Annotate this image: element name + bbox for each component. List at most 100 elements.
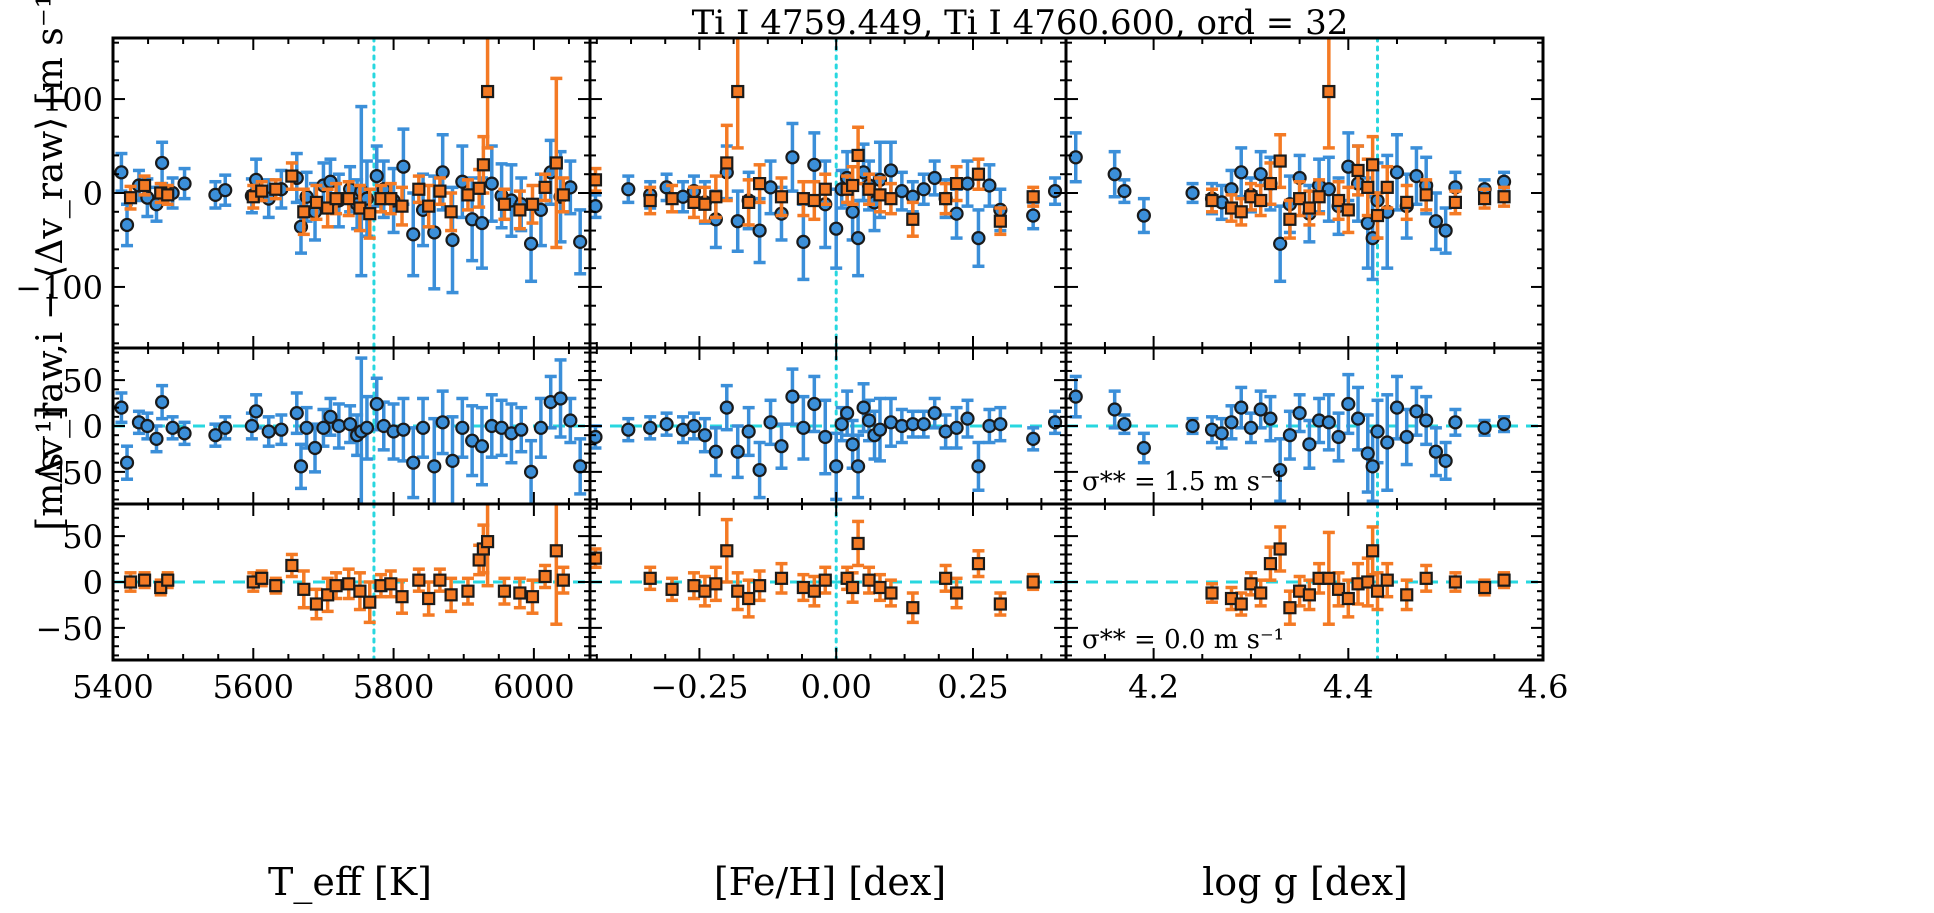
data-point-circle — [785, 389, 800, 404]
data-point-circle — [807, 157, 822, 172]
data-point-circle — [119, 455, 135, 470]
data-point-square — [1254, 193, 1268, 208]
data-point-square — [269, 579, 283, 593]
data-point-circle — [1253, 167, 1268, 182]
data-point-circle — [1224, 415, 1239, 430]
data-point-circle — [218, 420, 233, 435]
data-point-circle — [741, 424, 756, 439]
data-point-square — [513, 203, 527, 217]
data-point-square — [422, 199, 436, 213]
data-point-square — [873, 580, 887, 595]
data-point-circle — [396, 422, 411, 437]
data-point-square — [297, 582, 311, 596]
data-point-circle — [949, 206, 964, 221]
data-point-square — [395, 199, 409, 213]
data-point-square — [742, 195, 756, 209]
data-point-square — [329, 192, 343, 206]
data-point-square — [538, 569, 552, 584]
data-point-circle — [1365, 459, 1380, 474]
data-point-square — [1419, 188, 1433, 202]
data-point-circle — [752, 462, 767, 478]
data-point-square — [285, 169, 299, 183]
data-point-square — [687, 195, 701, 209]
data-point-square — [480, 535, 495, 549]
data-point-circle — [415, 420, 431, 435]
data-point-square — [412, 573, 426, 587]
data-point-circle — [730, 214, 745, 229]
data-point-square — [321, 201, 335, 215]
data-point-square — [556, 573, 570, 587]
data-point-circle — [960, 411, 975, 426]
data-point-circle — [261, 424, 276, 439]
x-tick-label: 0.00 — [801, 668, 872, 706]
data-point-square — [285, 558, 299, 573]
data-point-circle — [1438, 223, 1453, 238]
data-point-square — [321, 588, 335, 602]
data-point-circle — [763, 415, 778, 430]
data-point-square — [1351, 163, 1365, 178]
data-point-square — [1322, 84, 1336, 99]
data-point-square — [1293, 192, 1307, 206]
data-point-square — [1283, 601, 1297, 615]
data-point-circle — [484, 176, 499, 191]
data-point-square — [480, 84, 495, 99]
data-point-circle — [316, 420, 331, 435]
data-point-square — [1380, 180, 1394, 194]
data-point-circle — [1496, 417, 1512, 432]
data-point-circle — [1273, 236, 1288, 251]
data-point-circle — [686, 418, 702, 434]
data-point-circle — [1389, 400, 1405, 415]
data-point-square — [1341, 203, 1355, 217]
data-point-circle — [573, 234, 588, 249]
data-point-square — [1400, 195, 1414, 209]
data-point-circle — [621, 422, 636, 437]
data-point-square — [846, 580, 860, 595]
data-point-square — [862, 573, 876, 587]
data-point-circle — [140, 418, 155, 434]
data-point-circle — [883, 163, 899, 178]
data-point-circle — [971, 230, 986, 246]
data-point-square — [993, 214, 1007, 228]
sigma-label-middle: σ** = 1.5 m s⁻¹ — [1082, 467, 1284, 497]
y-tick-label: 0 — [83, 175, 103, 213]
data-point-circle — [1136, 208, 1151, 223]
data-point-square — [807, 193, 821, 208]
y-tick-label: 0 — [83, 408, 103, 446]
data-point-circle — [850, 230, 866, 246]
data-point-square — [665, 582, 679, 596]
data-point-circle — [1117, 184, 1132, 199]
data-point-square — [939, 192, 953, 206]
data-point-square — [538, 180, 552, 194]
data-point-circle — [114, 165, 129, 180]
data-point-square — [851, 148, 865, 163]
data-point-circle — [621, 182, 636, 197]
data-point-square — [949, 586, 964, 600]
data-point-circle — [785, 150, 800, 165]
data-point-circle — [523, 464, 539, 479]
data-point-circle — [818, 429, 833, 445]
data-point-circle — [249, 404, 264, 419]
data-point-circle — [861, 413, 877, 428]
data-point-circle — [177, 426, 192, 441]
data-point-circle — [1419, 413, 1434, 428]
data-point-circle — [1263, 411, 1278, 426]
data-point-square — [818, 573, 832, 587]
data-point-square — [1448, 195, 1462, 209]
data-point-circle — [1068, 389, 1083, 404]
data-point-square — [709, 577, 723, 591]
x-tick-label: 5800 — [353, 668, 434, 706]
data-point-square — [687, 579, 701, 593]
data-point-square — [906, 212, 920, 226]
data-point-square — [993, 597, 1007, 611]
data-point-square — [774, 571, 789, 585]
ylabel-bottom: [m s⁻¹] — [30, 405, 71, 531]
data-point-circle — [834, 417, 849, 432]
data-point-circle — [359, 420, 375, 435]
y-tick-label: 100 — [42, 81, 103, 119]
data-point-circle — [474, 215, 490, 231]
data-point-circle — [1107, 167, 1122, 182]
data-point-square — [731, 84, 745, 99]
data-point-square — [476, 158, 490, 172]
data-point-square — [472, 181, 486, 195]
